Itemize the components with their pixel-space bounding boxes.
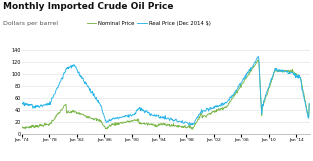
Text: Dollars per barrel: Dollars per barrel xyxy=(3,21,58,26)
Real Price (Dec 2014 $) xyxy=(20,102,24,104)
Real Price (Dec 2014 $) xyxy=(237,86,241,88)
Nominal Price xyxy=(150,123,154,125)
Nominal Price xyxy=(237,88,241,90)
Nominal Price xyxy=(71,110,74,112)
Nominal Price xyxy=(212,110,216,112)
Real Price (Dec 2014 $) xyxy=(307,103,311,105)
Real Price (Dec 2014 $) xyxy=(187,124,191,126)
Nominal Price xyxy=(256,59,260,61)
Nominal Price xyxy=(189,128,193,130)
Nominal Price xyxy=(191,128,194,130)
Real Price (Dec 2014 $) xyxy=(71,66,74,67)
Real Price (Dec 2014 $) xyxy=(212,107,216,109)
Legend: Nominal Price, Real Price (Dec 2014 $): Nominal Price, Real Price (Dec 2014 $) xyxy=(87,21,210,26)
Nominal Price xyxy=(20,125,24,127)
Real Price (Dec 2014 $) xyxy=(150,114,154,116)
Line: Nominal Price: Nominal Price xyxy=(22,60,309,129)
Text: Monthly Imported Crude Oil Price: Monthly Imported Crude Oil Price xyxy=(3,2,174,11)
Nominal Price xyxy=(307,103,311,105)
Nominal Price xyxy=(94,118,98,119)
Line: Real Price (Dec 2014 $): Real Price (Dec 2014 $) xyxy=(22,56,309,125)
Real Price (Dec 2014 $) xyxy=(94,98,98,100)
Real Price (Dec 2014 $) xyxy=(256,55,260,57)
Real Price (Dec 2014 $) xyxy=(190,123,193,125)
